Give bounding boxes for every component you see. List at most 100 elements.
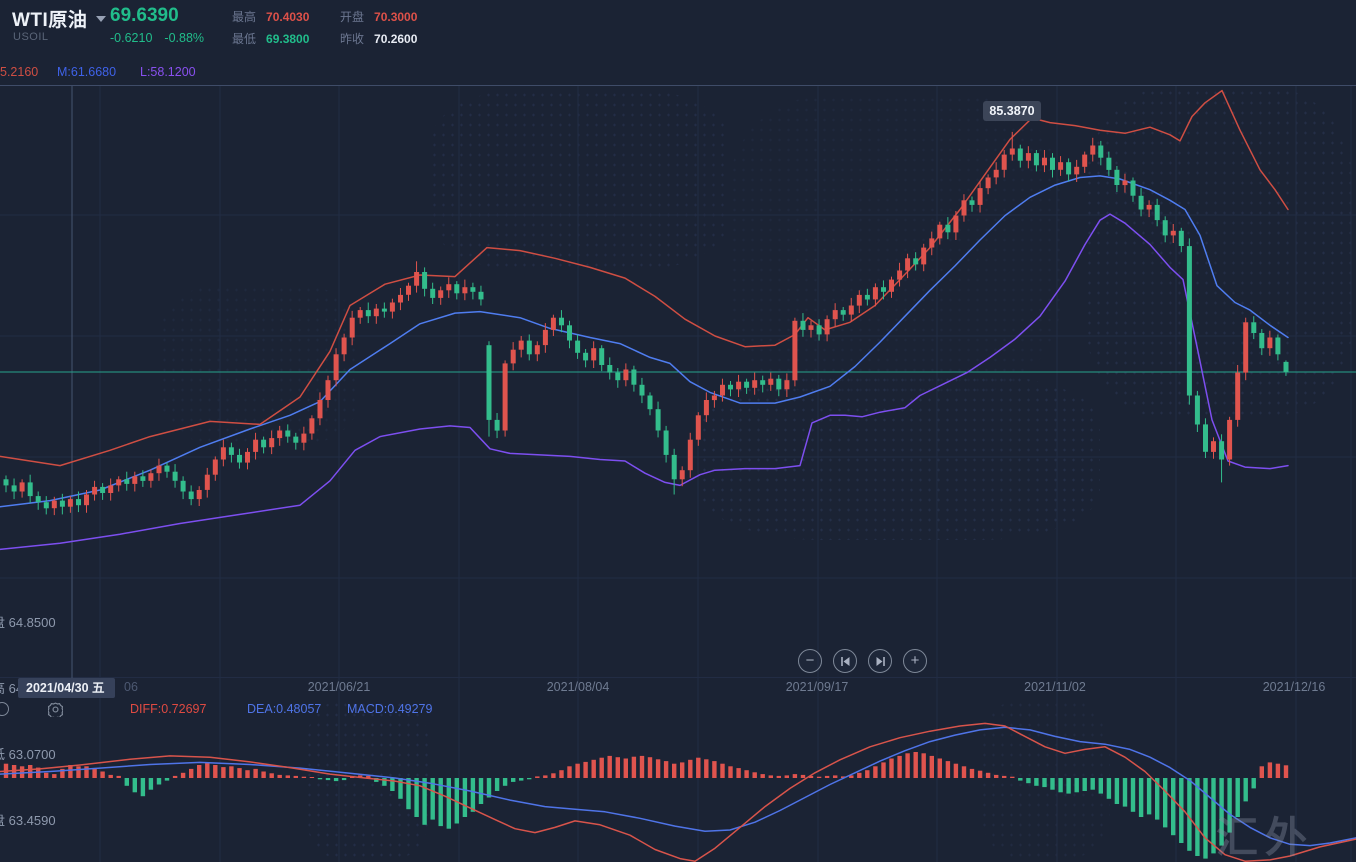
candle-body (220, 447, 226, 460)
candle-body (808, 325, 814, 330)
skip-start-button[interactable] (833, 649, 857, 673)
macd-histogram-bar (398, 778, 403, 799)
candle-body (671, 454, 677, 480)
macd-histogram-bar (1155, 778, 1160, 820)
macd-histogram-bar (374, 778, 379, 782)
macd-histogram-bar (1283, 765, 1289, 778)
candle-body (438, 290, 444, 298)
macd-histogram-bar (1058, 778, 1063, 793)
settings-gear-icon[interactable] (47, 702, 64, 720)
candle-body (1082, 154, 1088, 167)
stat-high: 最高 70.4030 (232, 10, 310, 24)
candle-body (1017, 148, 1023, 161)
candle-body (341, 337, 347, 355)
candle-body (623, 369, 629, 381)
indicator-icon-partial[interactable] (0, 702, 9, 716)
candle-body (1025, 153, 1031, 161)
candle-body (285, 430, 291, 437)
candle-body (422, 272, 428, 289)
macd-histogram-bar (551, 773, 556, 778)
candle-body (478, 291, 484, 300)
macd-histogram-bar (333, 778, 339, 782)
candle-body (937, 224, 943, 239)
macd-histogram-bar (76, 766, 81, 778)
date-axis[interactable]: 06 2021/04/30 五 2021/06/21 2021/08/04 2021… (0, 678, 1356, 698)
candle-body (607, 365, 613, 373)
stat-open: 开盘 70.3000 (340, 10, 418, 24)
macd-histogram-bar (1002, 775, 1007, 778)
macd-histogram-bar (116, 775, 121, 778)
plus-icon: + (910, 652, 920, 669)
macd-histogram-bar (535, 776, 540, 778)
macd-histogram-bar (1066, 778, 1071, 794)
macd-histogram-bar (672, 763, 677, 778)
symbol-name[interactable]: WTI原油 (12, 10, 88, 31)
candle-body (744, 381, 750, 388)
zoom-out-button[interactable]: − (798, 649, 822, 673)
candle-body (27, 482, 33, 497)
candle-body (470, 287, 476, 292)
candle-body (728, 384, 733, 390)
macd-histogram-bar (1171, 778, 1176, 836)
macd-histogram-bar (808, 775, 814, 778)
candle-body (816, 325, 822, 335)
candle-body (768, 378, 774, 385)
ohlc-low: 低 63.0700 (0, 747, 56, 762)
candle-body (1259, 333, 1265, 349)
macd-histogram-bar (1130, 778, 1136, 812)
boll-lower-band (0, 213, 1289, 551)
macd-histogram-bar (873, 766, 878, 778)
chevron-down-icon[interactable] (96, 16, 106, 22)
macd-histogram-bar (833, 775, 838, 778)
macd-histogram-bar (108, 774, 113, 778)
candle-body (140, 476, 146, 481)
macd-histogram-bar (197, 765, 202, 778)
candle-body (1122, 180, 1128, 186)
candle-body (776, 378, 782, 390)
stat-low: 最低 69.3800 (232, 32, 310, 46)
macd-histogram-bar (1187, 778, 1192, 851)
candle-body (1194, 395, 1200, 425)
candle-body (67, 499, 73, 507)
macd-histogram-bar (728, 766, 733, 778)
macd-histogram-bar (969, 768, 975, 778)
macd-histogram-bar (11, 765, 17, 778)
macd-histogram-bar (261, 771, 266, 778)
candle-body (301, 433, 307, 443)
candle-body (864, 294, 870, 300)
candle-body (1275, 337, 1281, 355)
macd-histogram-bar (744, 770, 749, 778)
axis-date-label: 2021/11/02 (1024, 680, 1086, 694)
macd-histogram-bar (824, 775, 830, 778)
candle-body (196, 490, 202, 500)
candle-body (1154, 204, 1160, 221)
macd-histogram-bar (994, 774, 999, 778)
macd-histogram-bar (655, 759, 661, 778)
candle-body (228, 447, 234, 455)
macd-histogram-bar (132, 778, 137, 793)
candle-body (1227, 419, 1233, 460)
macd-histogram-bar (301, 776, 307, 778)
zoom-in-button[interactable]: + (903, 649, 927, 673)
macd-histogram-bar (849, 775, 854, 778)
candle-body (1130, 180, 1136, 196)
ohlc-open: 盘 64.8500 (0, 615, 56, 630)
candle-body (639, 384, 645, 396)
macd-histogram-bar (1267, 762, 1273, 778)
macd-histogram-bar (205, 762, 210, 778)
macd-histogram-bar (341, 778, 347, 781)
macd-histogram-bar (486, 778, 492, 798)
candle-body (695, 415, 701, 440)
candle-body (3, 479, 9, 486)
candle-body (124, 479, 130, 484)
macd-histogram-bar (736, 768, 741, 778)
candle-body (1251, 322, 1257, 333)
macd-histogram-bar (52, 774, 57, 778)
skip-end-button[interactable] (868, 649, 892, 673)
candle-body (269, 438, 275, 448)
candle-body (43, 502, 49, 509)
macd-histogram-bar (575, 763, 580, 778)
macd-histogram-bar (285, 775, 290, 778)
